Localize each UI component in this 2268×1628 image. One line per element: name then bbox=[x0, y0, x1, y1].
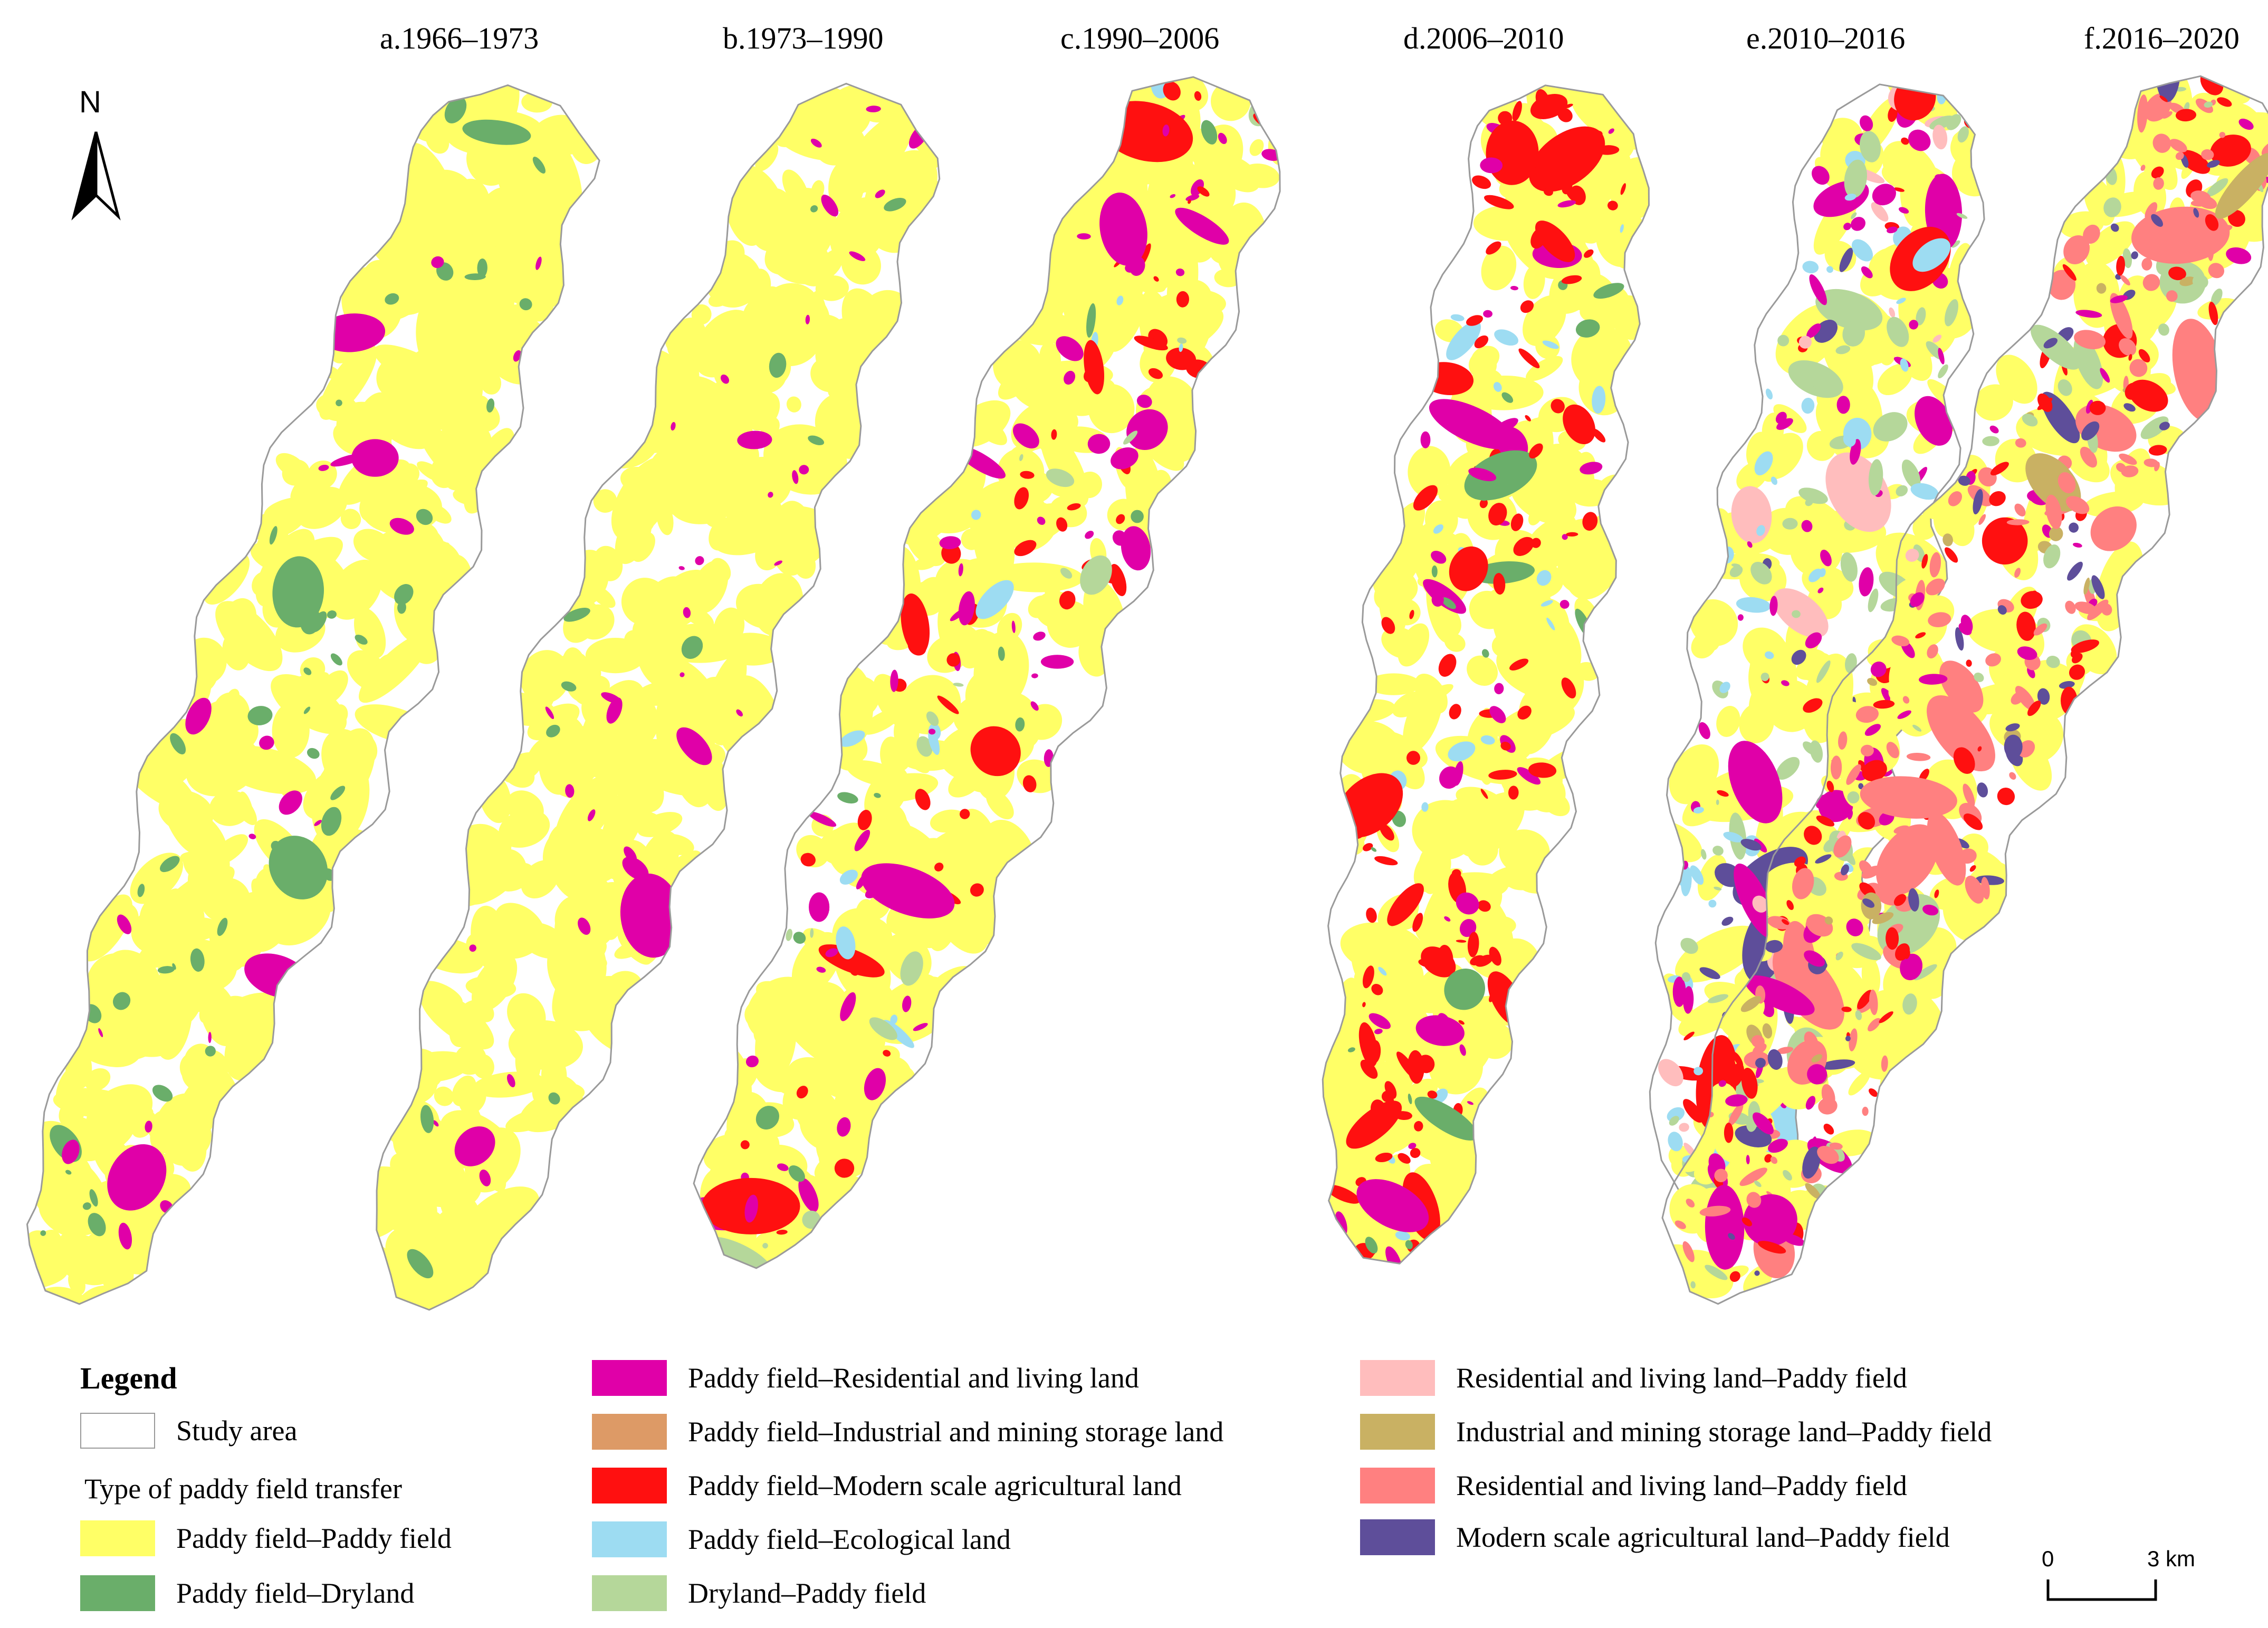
scale-end-label: 3 km bbox=[2147, 1546, 2196, 1571]
legend-item: Paddy field–Industrial and mining storag… bbox=[592, 1413, 1223, 1451]
legend-item: Industrial and mining storage land–Paddy… bbox=[1360, 1413, 1992, 1451]
legend-item: Residential and living land–Paddy field bbox=[1360, 1467, 1907, 1505]
legend-title: Legend bbox=[80, 1361, 177, 1395]
map-panels bbox=[26, 75, 2268, 1311]
legend-swatch bbox=[1360, 1360, 1435, 1396]
legend-item: Modern scale agricultural land–Paddy fie… bbox=[1360, 1518, 1950, 1556]
legend-label: Paddy field–Industrial and mining storag… bbox=[688, 1416, 1224, 1448]
panel-title-f: f.2016–2020 bbox=[2084, 21, 2240, 55]
legend-label: Paddy field–Dryland bbox=[176, 1577, 415, 1609]
legend-label: Residential and living land–Paddy field bbox=[1456, 1470, 1907, 1501]
legend-label: Paddy field–Paddy field bbox=[176, 1522, 452, 1554]
study-area-outline bbox=[1661, 75, 2268, 1305]
legend-swatch bbox=[80, 1575, 155, 1611]
legend-label: Industrial and mining storage land–Paddy… bbox=[1456, 1416, 1992, 1448]
legend-label: Paddy field–Modern scale agricultural la… bbox=[688, 1470, 1182, 1501]
legend-swatch bbox=[592, 1468, 667, 1503]
legend-swatch bbox=[592, 1414, 667, 1450]
legend-item-study-area: Study area bbox=[80, 1412, 297, 1450]
panel-title-e: e.2010–2016 bbox=[1746, 21, 1906, 55]
study-area-outline bbox=[1649, 83, 1985, 1222]
legend-label: Dryland–Paddy field bbox=[688, 1577, 926, 1609]
legend-item: Residential and living land–Paddy field bbox=[1360, 1359, 1907, 1397]
legend-label: Residential and living land–Paddy field bbox=[1456, 1362, 1907, 1394]
scale-bar: 0 3 km bbox=[2042, 1546, 2221, 1614]
study-area-outline bbox=[26, 84, 600, 1305]
legend-item: Paddy field–Residential and living land bbox=[592, 1359, 1139, 1397]
north-arrow-label: N bbox=[79, 85, 101, 119]
legend-label-study-area: Study area bbox=[176, 1415, 298, 1447]
legend-item: Paddy field–Paddy field bbox=[80, 1519, 452, 1557]
legend-swatch-study-area bbox=[80, 1413, 155, 1449]
study-area-outline bbox=[693, 76, 1281, 1269]
study-area-outline bbox=[376, 82, 941, 1311]
legend-label: Paddy field–Ecological land bbox=[688, 1524, 1011, 1555]
legend-item: Paddy field–Ecological land bbox=[592, 1520, 1011, 1558]
legend-item: Paddy field–Modern scale agricultural la… bbox=[592, 1467, 1182, 1505]
scale-bar-graphic bbox=[2046, 1579, 2157, 1601]
panel-title-d: d.2006–2010 bbox=[1403, 21, 1564, 55]
legend-subtitle: Type of paddy field transfer bbox=[84, 1473, 402, 1505]
study-area-outline bbox=[1322, 84, 1650, 1265]
panel-title-b: b.1973–1990 bbox=[723, 21, 884, 55]
legend-swatch bbox=[592, 1521, 667, 1557]
legend-item: Paddy field–Dryland bbox=[80, 1574, 414, 1612]
north-arrow-icon bbox=[71, 131, 121, 221]
legend-swatch bbox=[1360, 1414, 1435, 1450]
legend-swatch bbox=[80, 1520, 155, 1556]
legend-label: Modern scale agricultural land–Paddy fie… bbox=[1456, 1521, 1950, 1553]
legend-swatch bbox=[1360, 1468, 1435, 1503]
panel-title-a: a.1966–1973 bbox=[380, 21, 539, 55]
scale-start-label: 0 bbox=[2042, 1546, 2054, 1571]
legend-item: Dryland–Paddy field bbox=[592, 1574, 926, 1612]
map-panel bbox=[693, 76, 1281, 1269]
panel-title-c: c.1990–2006 bbox=[1060, 21, 1220, 55]
legend-swatch bbox=[592, 1575, 667, 1611]
map-panel bbox=[26, 84, 600, 1305]
legend-swatch bbox=[1360, 1519, 1435, 1555]
legend-label: Paddy field–Residential and living land bbox=[688, 1362, 1139, 1394]
map-panel bbox=[1322, 84, 1650, 1265]
legend-swatch bbox=[592, 1360, 667, 1396]
